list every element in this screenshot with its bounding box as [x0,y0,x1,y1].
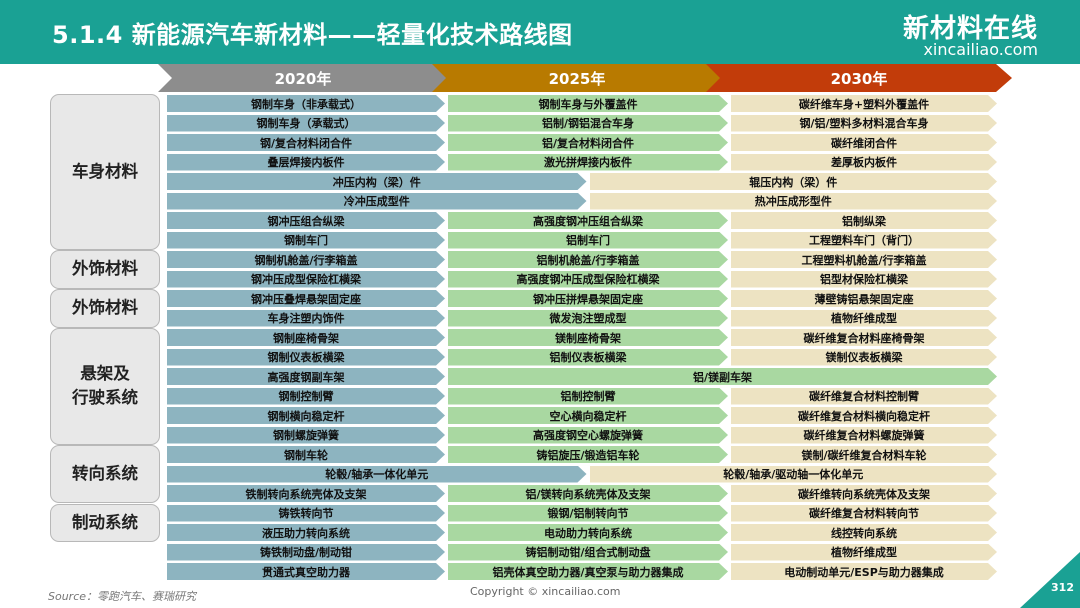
copyright-note: Copyright © xincailiao.com [470,585,621,598]
roadmap-bar: 植物纤维成型 [731,544,997,561]
roadmap-bar: 工程塑料机舱盖/行李箱盖 [731,251,997,268]
roadmap-bar: 铝制纵梁 [731,212,997,229]
roadmap-bar: 碳纤维复合材料螺旋弹簧 [731,427,997,444]
roadmap-bar: 铝/镁副车架 [448,368,997,385]
roadmap-bar: 铸铁制动盘/制动钳 [167,544,445,561]
roadmap-bar: 冲压内构（梁）件 [167,173,587,190]
roadmap-bar: 铝制车门 [448,232,728,249]
year-header-2030: 2030年 [706,64,1012,92]
roadmap-bar: 钢制车身（非承载式） [167,95,445,112]
source-note: Source：零跑汽车、赛瑞研究 [48,590,197,603]
roadmap-bar: 线控转向系统 [731,524,997,541]
roadmap-bar: 铝制控制臂 [448,388,728,405]
roadmap-bar: 钢冲压组合纵梁 [167,212,445,229]
roadmap-bar: 碳纤维复合材料座椅骨架 [731,329,997,346]
roadmap-bar: 铝制仪表板横梁 [448,349,728,366]
roadmap-bar: 碳纤维复合材料控制臂 [731,388,997,405]
roadmap-bar: 工程塑料车门（背门） [731,232,997,249]
roadmap-bar: 高强度钢副车架 [167,368,445,385]
roadmap-bar: 高强度钢空心螺旋弹簧 [448,427,728,444]
roadmap-bar: 辊压内构（梁）件 [590,173,998,190]
roadmap-bar: 贯通式真空助力器 [167,563,445,580]
roadmap-bar: 钢制车身与外覆盖件 [448,95,728,112]
roadmap-bar: 轮毂/轴承/驱动轴一体化单元 [590,466,998,483]
roadmap-bar: 空心横向稳定杆 [448,407,728,424]
page-title: 5.1.4 新能源汽车新材料——轻量化技术路线图 [52,21,573,49]
roadmap-bar: 碳纤维车身+塑料外覆盖件 [731,95,997,112]
roadmap-bar: 植物纤维成型 [731,310,997,327]
roadmap-bar: 钢冲压成型保险杠横梁 [167,271,445,288]
roadmap-bar: 钢制车身（承载式） [167,115,445,132]
roadmap-bar: 铸铝制动钳/组合式制动盘 [448,544,728,561]
roadmap-bar: 铝/镁转向系统壳体及支架 [448,485,728,502]
roadmap-bar: 叠层焊接内板件 [167,154,445,171]
page-number: 312 [1051,581,1074,594]
category-label: 转向系统 [50,445,160,503]
roadmap-bar: 镁制仪表板横梁 [731,349,997,366]
roadmap-bar: 液压助力转向系统 [167,524,445,541]
roadmap-bar: 激光拼焊接内板件 [448,154,728,171]
roadmap-bar: 碳纤维复合材料横向稳定杆 [731,407,997,424]
category-label: 外饰材料 [50,289,160,328]
roadmap-bar: 钢制螺旋弹簧 [167,427,445,444]
roadmap-bar: 锻钢/铝制转向节 [448,505,728,522]
roadmap-bar: 钢/复合材料闭合件 [167,134,445,151]
roadmap-bar: 钢制仪表板横梁 [167,349,445,366]
year-header-2025: 2025年 [432,64,722,92]
roadmap-bar: 轮毂/轴承一体化单元 [167,466,587,483]
roadmap-bar: 钢制车轮 [167,446,445,463]
roadmap-bar: 铝型材保险杠横梁 [731,271,997,288]
roadmap-bar: 钢冲压拼焊悬架固定座 [448,290,728,307]
roadmap-bar: 高强度钢冲压成型保险杠横梁 [448,271,728,288]
roadmap-bar: 差厚板内板件 [731,154,997,171]
roadmap-bar: 铝制/钢铝混合车身 [448,115,728,132]
roadmap-bar: 碳纤维转向系统壳体及支架 [731,485,997,502]
roadmap-bar: 镁制/碳纤维复合材料车轮 [731,446,997,463]
roadmap-bar: 微发泡注塑成型 [448,310,728,327]
roadmap-bar: 镁制座椅骨架 [448,329,728,346]
roadmap-bar: 钢冲压叠焊悬架固定座 [167,290,445,307]
roadmap-bar: 铸铝旋压/锻造铝车轮 [448,446,728,463]
roadmap-bar: 铝壳体真空助力器/真空泵与助力器集成 [448,563,728,580]
roadmap-bar: 钢制横向稳定杆 [167,407,445,424]
roadmap-bar: 碳纤维闭合件 [731,134,997,151]
logo-text: 新材料在线 [902,14,1038,44]
category-label: 悬架及 行驶系统 [50,328,160,445]
roadmap-bar: 铝制机舱盖/行李箱盖 [448,251,728,268]
year-header-2020: 2020年 [158,64,448,92]
roadmap-bar: 热冲压成形型件 [590,193,998,210]
page-corner [1020,552,1080,608]
roadmap-bar: 车身注塑内饰件 [167,310,445,327]
roadmap-bar: 钢制机舱盖/行李箱盖 [167,251,445,268]
roadmap-bar: 薄壁铸铝悬架固定座 [731,290,997,307]
header-bar: 5.1.4 新能源汽车新材料——轻量化技术路线图 新材料在线 xincailia… [0,0,1080,64]
roadmap-bar: 电动助力转向系统 [448,524,728,541]
roadmap-bar: 碳纤维复合材料转向节 [731,505,997,522]
logo-url: xincailiao.com [923,40,1038,59]
category-label: 制动系统 [50,503,160,542]
roadmap-bar: 铁制转向系统壳体及支架 [167,485,445,502]
roadmap-bar: 铝/复合材料闭合件 [448,134,728,151]
roadmap-bar: 电动制动单元/ESP与助力器集成 [731,563,997,580]
roadmap-bar: 高强度钢冲压组合纵梁 [448,212,728,229]
roadmap-bar: 钢/铝/塑料多材料混合车身 [731,115,997,132]
category-label: 车身材料 [50,94,160,250]
roadmap-bar: 钢制控制臂 [167,388,445,405]
roadmap-bar: 冷冲压成型件 [167,193,587,210]
category-label: 外饰材料 [50,250,160,289]
roadmap-bar: 钢制车门 [167,232,445,249]
roadmap-bar: 钢制座椅骨架 [167,329,445,346]
roadmap-bar: 铸铁转向节 [167,505,445,522]
